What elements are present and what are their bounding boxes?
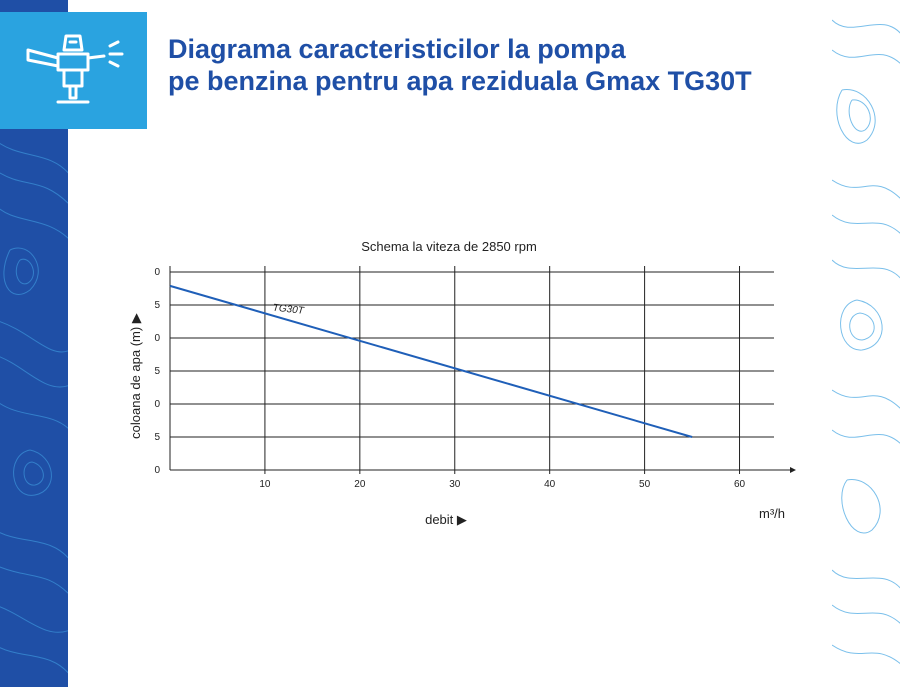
y-tick-label: 5 — [154, 432, 160, 443]
x-axis-label: debit ▶ — [425, 512, 467, 527]
title-line-2: pe benzina pentru apa reziduala Gmax TG3… — [168, 66, 752, 96]
chart-axes — [169, 266, 796, 473]
x-tick-label: 50 — [639, 479, 651, 490]
x-axis-arrow — [790, 467, 796, 473]
performance-chart: Schema la viteza de 2850 rpm 10 20 30 40 50 6… — [128, 239, 796, 527]
chart-grid — [170, 266, 774, 474]
series-label: TG30T — [272, 303, 305, 317]
y-tick-label: 0 — [154, 267, 160, 278]
topographic-pattern-left — [0, 142, 68, 674]
y-tick-label: 0 — [154, 333, 160, 344]
chart-title: Schema la viteza de 2850 rpm — [361, 239, 537, 254]
pump-sprinkler-icon — [26, 34, 124, 104]
y-axis-label: coloana de apa (m) ▶ — [128, 313, 143, 439]
x-tick-label: 60 — [734, 479, 746, 490]
y-tick-labels: 0 5 0 5 0 5 0 — [154, 267, 160, 476]
x-tick-labels: 10 20 30 40 50 60 — [259, 479, 745, 490]
pump-icon-tile — [0, 12, 147, 129]
y-tick-label: 5 — [154, 366, 160, 377]
page-title: Diagrama caracteristicilor la pompa pe b… — [168, 33, 818, 97]
topographic-pattern-right — [832, 19, 900, 665]
y-tick-label: 0 — [154, 399, 160, 410]
decorative-right-band — [832, 0, 900, 687]
chart-series: TG30T — [169, 284, 693, 438]
title-line-1: Diagrama caracteristicilor la pompa — [168, 34, 626, 64]
x-axis-unit: m³/h — [759, 506, 785, 521]
x-tick-label: 30 — [449, 479, 461, 490]
y-tick-label: 5 — [154, 300, 160, 311]
series-line-tg30t — [169, 284, 693, 438]
y-tick-label: 0 — [154, 465, 160, 476]
x-tick-label: 40 — [544, 479, 556, 490]
chart-container: Schema la viteza de 2850 rpm 10 20 30 40 50 6… — [68, 220, 832, 560]
x-tick-label: 10 — [259, 479, 271, 490]
x-tick-label: 20 — [354, 479, 366, 490]
